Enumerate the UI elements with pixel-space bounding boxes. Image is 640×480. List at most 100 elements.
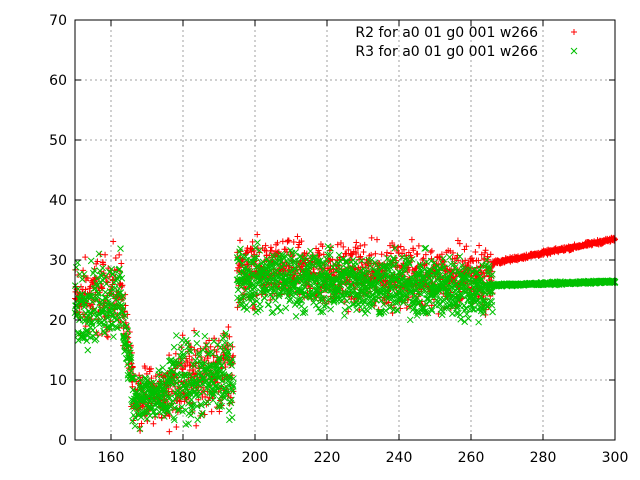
y-tick-label: 40: [49, 193, 67, 209]
data-point: [103, 333, 110, 340]
data-point: [188, 356, 195, 363]
data-point: [358, 257, 366, 265]
data-point: [207, 369, 214, 377]
data-point: [116, 251, 123, 258]
data-point: [472, 249, 479, 256]
data-point: [265, 277, 272, 285]
x-tick-label: 160: [98, 450, 125, 466]
data-point: [254, 239, 261, 246]
data-point: [315, 247, 322, 254]
data-point: [375, 272, 382, 280]
data-point: [90, 267, 98, 274]
data-point: [193, 330, 200, 338]
data-point: [359, 300, 367, 308]
data-point: [319, 308, 327, 316]
data-point: [394, 306, 401, 314]
data-point: [193, 422, 200, 429]
data-point: [274, 261, 282, 269]
data-point: [229, 383, 237, 390]
data-point: [84, 275, 91, 282]
data-point: [390, 256, 398, 264]
data-point: [320, 259, 327, 267]
data-point: [203, 341, 210, 349]
data-point: [327, 305, 335, 313]
data-point: [428, 307, 436, 315]
data-point: [104, 314, 112, 322]
data-point: [228, 396, 235, 404]
data-point: [209, 396, 217, 404]
data-point: [298, 297, 306, 304]
data-point: [95, 250, 103, 258]
data-point: [426, 298, 433, 305]
data-point: [106, 307, 114, 315]
data-point: [121, 312, 129, 320]
data-point: [191, 362, 198, 370]
data-point: [114, 324, 121, 332]
data-point: [336, 257, 344, 265]
data-point: [298, 238, 305, 245]
data-point: [380, 301, 388, 308]
data-point: [353, 250, 360, 257]
data-point: [319, 243, 326, 250]
data-point: [109, 277, 116, 284]
data-point: [420, 255, 427, 262]
data-point: [88, 298, 96, 306]
data-point: [332, 267, 340, 274]
data-point: [406, 316, 414, 324]
data-point: [78, 290, 86, 298]
x-tick-label: 280: [530, 450, 557, 466]
data-point: [218, 361, 226, 369]
data-point: [313, 283, 321, 290]
data-point: [199, 346, 207, 354]
data-point: [312, 301, 320, 309]
data-point: [395, 289, 403, 297]
x-tick-label: 220: [314, 450, 341, 466]
data-point: [340, 243, 347, 250]
data-point: [84, 346, 92, 354]
data-point: [191, 327, 198, 334]
data-point: [187, 390, 194, 397]
data-point: [265, 301, 272, 308]
data-point: [119, 302, 127, 310]
data-point: [180, 353, 187, 360]
data-point: [475, 257, 482, 264]
data-point: [272, 296, 279, 304]
data-point: [129, 375, 137, 383]
data-point: [118, 260, 125, 267]
data-point: [441, 264, 448, 272]
data-point: [402, 266, 409, 274]
x-tick-label: 300: [602, 450, 629, 466]
x-tick-label: 180: [170, 450, 197, 466]
data-point: [120, 332, 128, 340]
data-point: [315, 305, 322, 312]
data-point: [290, 239, 297, 246]
data-point: [98, 284, 105, 291]
data-point: [115, 285, 123, 293]
data-point: [341, 312, 348, 320]
data-point: [211, 335, 218, 342]
data-point: [361, 241, 368, 248]
data-point: [294, 233, 301, 240]
data-point: [171, 416, 178, 424]
data-point: [360, 248, 367, 255]
data-point: [140, 390, 148, 398]
data-point: [221, 339, 229, 347]
data-point: [123, 322, 130, 330]
data-point: [127, 356, 134, 364]
data-point: [334, 285, 342, 292]
data-point: [129, 417, 136, 425]
data-point: [193, 340, 201, 347]
data-point: [80, 270, 88, 278]
data-point: [368, 234, 375, 241]
data-point: [118, 274, 126, 282]
data-point: [237, 237, 244, 244]
data-point: [410, 304, 418, 312]
data-point: [142, 394, 150, 401]
data-point: [378, 251, 385, 258]
data-point: [137, 376, 145, 384]
data-point: [225, 407, 233, 414]
data-point: [422, 251, 429, 258]
data-point: [222, 391, 230, 398]
data-point: [405, 249, 412, 256]
data-point: [415, 299, 423, 307]
